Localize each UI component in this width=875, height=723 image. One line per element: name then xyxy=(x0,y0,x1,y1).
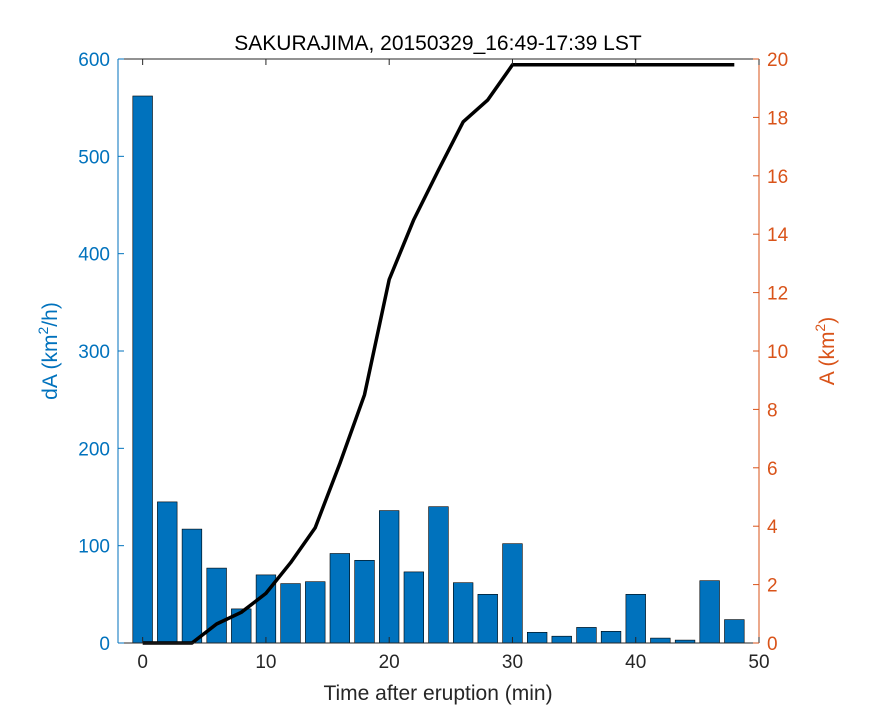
bar xyxy=(378,510,400,644)
y-left-tick-label: 300 xyxy=(78,342,110,363)
y-axis-left-title-sup: 2 xyxy=(35,326,51,334)
y-right-tick-label: 6 xyxy=(767,459,778,480)
bar xyxy=(526,631,548,644)
y-right-tick-label: 0 xyxy=(767,634,778,655)
y-left-tick-label: 400 xyxy=(78,245,110,266)
bar xyxy=(305,581,326,644)
bar xyxy=(157,501,178,644)
y-left-tick-label: 0 xyxy=(99,634,110,655)
y-axis-right-title-sup: 2 xyxy=(812,324,828,332)
bar xyxy=(403,571,425,644)
x-tick-label: 20 xyxy=(379,652,400,673)
bar xyxy=(452,582,474,644)
y-right-tick-label: 16 xyxy=(767,167,788,188)
bar xyxy=(354,559,375,644)
y-axis-left-ticks: 0 100 200 300 400 500 600 xyxy=(78,50,124,655)
bar xyxy=(600,630,622,644)
bar xyxy=(551,635,572,644)
bar xyxy=(329,553,351,644)
y-right-tick-label: 20 xyxy=(767,50,788,71)
y-axis-right-title: A (km2) xyxy=(812,317,839,385)
bar xyxy=(699,580,720,644)
y-axis-right-title-main: A (km xyxy=(816,332,839,386)
bar xyxy=(576,627,597,644)
bar xyxy=(132,95,153,644)
bar xyxy=(724,619,745,644)
bar xyxy=(502,543,523,644)
y-right-tick-label: 10 xyxy=(767,342,788,363)
y-axis-right-title-tail: ) xyxy=(816,317,839,324)
y-left-tick-label: 100 xyxy=(78,537,110,558)
bar xyxy=(428,506,449,644)
x-axis-title: Time after eruption (min) xyxy=(323,682,552,705)
y-right-tick-label: 2 xyxy=(767,576,778,597)
y-right-tick-label: 12 xyxy=(767,284,788,305)
y-left-tick-label: 500 xyxy=(78,147,110,168)
bar xyxy=(280,583,301,644)
x-tick-label: 0 xyxy=(137,652,148,673)
bar-series xyxy=(132,95,745,644)
x-tick-label: 10 xyxy=(255,652,276,673)
bar xyxy=(650,637,671,644)
y-left-tick-label: 200 xyxy=(78,439,110,460)
bar xyxy=(206,567,227,644)
bar xyxy=(477,593,498,644)
chart-title: SAKURAJIMA, 20150329_16:49-17:39 LST xyxy=(234,32,642,55)
y-right-tick-label: 8 xyxy=(767,400,778,421)
x-tick-label: 50 xyxy=(748,652,769,673)
y-left-tick-label: 600 xyxy=(78,50,110,71)
x-tick-label: 30 xyxy=(502,652,523,673)
y-axis-right-ticks: 0 2 4 6 8 10 12 14 16 18 20 xyxy=(753,50,789,655)
y-axis-left-title-main: dA (km xyxy=(39,334,62,399)
x-tick-label: 40 xyxy=(625,652,646,673)
x-axis-ticks: 0 10 20 30 40 50 xyxy=(137,59,770,673)
bar xyxy=(625,593,646,644)
y-right-tick-label: 4 xyxy=(767,517,778,538)
y-right-tick-label: 18 xyxy=(767,108,788,129)
y-right-tick-label: 14 xyxy=(767,225,789,246)
bar xyxy=(181,528,203,644)
y-axis-left-title-tail: /h) xyxy=(39,302,62,327)
y-axis-left-title: dA (km2/h) xyxy=(35,302,62,400)
